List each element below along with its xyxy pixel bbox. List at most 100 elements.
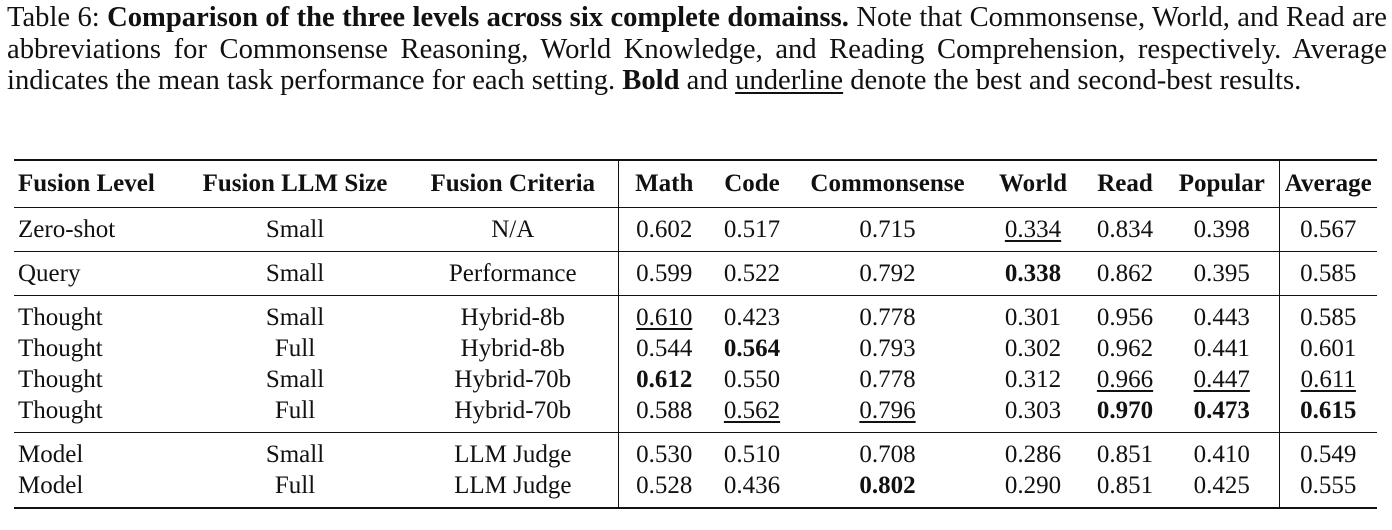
col-header: World <box>981 159 1085 208</box>
cell-world: 0.338 <box>981 251 1085 296</box>
cell-world: 0.303 <box>981 395 1085 433</box>
cell-average: 0.585 <box>1278 295 1377 333</box>
cell-popular: 0.410 <box>1193 441 1250 468</box>
caption-title: Comparison of the three levels across si… <box>107 2 849 33</box>
group-thought: Thought Small Hybrid-8b 0.610 0.423 0.77… <box>14 295 1377 433</box>
cell-commonsense: 0.778 <box>859 366 916 393</box>
cell-commonsense: 0.708 <box>859 441 916 468</box>
cell-commonsense: 0.796 <box>794 395 981 433</box>
caption-prefix: Table 6: <box>7 2 108 33</box>
caption-text-3: denote the best and second-best results. <box>843 65 1302 96</box>
cell-size: Small <box>265 304 325 331</box>
col-header: Popular <box>1165 159 1279 208</box>
cell-criteria: Hybrid-70b <box>454 366 572 393</box>
cell-math: 0.602 <box>617 207 710 252</box>
cell-level: Model <box>18 441 84 468</box>
table-row: Model Full LLM Judge 0.528 0.436 0.802 0… <box>14 470 1377 509</box>
table-row: Thought Small Hybrid-70b 0.612 0.550 0.7… <box>14 364 1377 395</box>
best-value: 0.802 <box>859 472 916 499</box>
cell-popular: 0.398 <box>1165 207 1279 252</box>
best-value: 0.338 <box>1004 260 1062 287</box>
col-header: Fusion Level <box>14 159 182 208</box>
cell-popular: 0.443 <box>1193 304 1250 331</box>
cell-average: 0.611 <box>1278 364 1377 395</box>
col-header: Average <box>1278 159 1377 208</box>
cell-world: 0.312 <box>1004 366 1062 393</box>
col-header: Code <box>710 159 794 208</box>
caption-bold-word: Bold <box>622 65 680 96</box>
cell-math: 0.544 <box>617 333 710 364</box>
cell-average: 0.615 <box>1278 395 1377 433</box>
cell-read: 0.851 <box>1096 441 1154 468</box>
cell-code: 0.517 <box>710 207 794 252</box>
group-model: Model Small LLM Judge 0.530 0.510 0.708 … <box>14 432 1377 509</box>
cell-math: 0.528 <box>617 470 710 509</box>
cell-code: 0.550 <box>723 366 781 393</box>
cell-average: 0.567 <box>1278 207 1377 252</box>
cell-average: 0.549 <box>1278 432 1377 470</box>
group-zero-shot: Zero-shot Small N/A 0.602 0.517 0.715 0.… <box>14 207 1377 252</box>
cell-level: Thought <box>18 335 103 362</box>
second-best-value: 0.447 <box>1193 366 1250 393</box>
cell-math: 0.612 <box>617 364 710 395</box>
col-header: Fusion Criteria <box>408 159 618 208</box>
cell-math: 0.588 <box>617 395 710 433</box>
cell-level: Zero-shot <box>14 207 182 252</box>
cell-code: 0.436 <box>710 470 794 509</box>
cell-criteria: LLM Judge <box>408 470 618 509</box>
cell-popular: 0.447 <box>1165 364 1279 395</box>
cell-level: Thought <box>18 304 103 331</box>
cell-popular: 0.395 <box>1165 251 1279 296</box>
caption-underline-word: underline <box>735 65 844 96</box>
results-table: Fusion Level Fusion LLM Size Fusion Crit… <box>14 159 1377 509</box>
caption-text-2: and <box>679 65 736 96</box>
cell-code: 0.522 <box>710 251 794 296</box>
cell-commonsense: 0.715 <box>794 207 981 252</box>
col-header: Commonsense <box>794 159 981 208</box>
cell-commonsense: 0.793 <box>859 335 916 362</box>
cell-criteria: LLM Judge <box>454 441 572 468</box>
cell-size: Small <box>265 366 325 393</box>
second-best-value: 0.610 <box>636 304 693 331</box>
table-row: Model Small LLM Judge 0.530 0.510 0.708 … <box>14 432 1377 470</box>
cell-size: Small <box>182 207 408 252</box>
second-best-value: 0.966 <box>1096 366 1154 393</box>
cell-read: 0.966 <box>1085 364 1165 395</box>
cell-level: Model <box>14 470 182 509</box>
cell-criteria: N/A <box>408 207 618 252</box>
cell-size: Small <box>265 441 325 468</box>
cell-popular: 0.425 <box>1165 470 1279 509</box>
col-header: Read <box>1085 159 1165 208</box>
cell-world: 0.334 <box>981 207 1085 252</box>
cell-criteria: Performance <box>408 251 618 296</box>
cell-world: 0.290 <box>981 470 1085 509</box>
cell-code: 0.510 <box>723 441 781 468</box>
header-row: Fusion Level Fusion LLM Size Fusion Crit… <box>14 159 1377 208</box>
best-value: 0.473 <box>1193 397 1250 424</box>
group-query: Query Small Performance 0.599 0.522 0.79… <box>14 251 1377 296</box>
cell-level: Query <box>14 251 182 296</box>
cell-read: 0.962 <box>1096 335 1154 362</box>
cell-criteria: Hybrid-8b <box>460 304 565 331</box>
cell-average: 0.585 <box>1278 251 1377 296</box>
second-best-value: 0.334 <box>1004 216 1062 243</box>
cell-popular: 0.441 <box>1193 335 1250 362</box>
cell-code: 0.564 <box>710 333 794 364</box>
cell-criteria: Hybrid-8b <box>460 335 565 362</box>
cell-average: 0.601 <box>1278 333 1377 364</box>
table-row: Zero-shot Small N/A 0.602 0.517 0.715 0.… <box>14 207 1377 252</box>
cell-size: Full <box>182 470 408 509</box>
cell-commonsense: 0.778 <box>859 304 916 331</box>
table-row: Query Small Performance 0.599 0.522 0.79… <box>14 251 1377 296</box>
cell-math: 0.599 <box>617 251 710 296</box>
cell-size: Small <box>182 251 408 296</box>
cell-average: 0.555 <box>1278 470 1377 509</box>
cell-size: Full <box>182 395 408 433</box>
best-value: 0.564 <box>723 335 781 362</box>
best-value: 0.970 <box>1096 397 1154 424</box>
cell-read: 0.851 <box>1085 470 1165 509</box>
cell-world: 0.301 <box>1004 304 1062 331</box>
cell-code: 0.423 <box>723 304 781 331</box>
cell-read: 0.862 <box>1085 251 1165 296</box>
cell-world: 0.286 <box>1004 441 1062 468</box>
